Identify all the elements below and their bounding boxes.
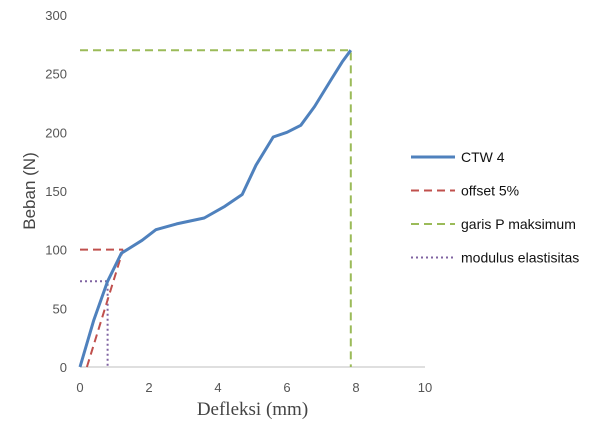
x-tick-label: 10 [418, 380, 432, 395]
y-tick-label: 250 [45, 67, 67, 82]
x-tick-label: 4 [214, 380, 221, 395]
legend-label-0: CTW 4 [461, 149, 505, 165]
y-tick-label: 100 [45, 243, 67, 258]
series-line-2 [80, 49, 352, 367]
series-layer [78, 49, 353, 368]
legend-label-3: modulus elastisitas [461, 250, 579, 266]
y-tick-label: 200 [45, 125, 67, 140]
legend-label-1: offset 5% [461, 183, 519, 199]
x-tick-label: 0 [76, 380, 83, 395]
y-tick-label: 300 [45, 8, 67, 23]
y-tick-label: 150 [45, 184, 67, 199]
y-tick-label: 0 [60, 360, 67, 375]
x-tick-label: 6 [283, 380, 290, 395]
legend: CTW 4 offset 5% garis P maksimum modulus el… [411, 149, 579, 266]
x-tick-label: 2 [145, 380, 152, 395]
series-line-1 [85, 249, 125, 368]
y-tick-label: 50 [53, 301, 67, 316]
series-line-0 [78, 49, 353, 368]
x-axis-label: Defleksi (mm) [197, 399, 308, 420]
legend-label-2: garis P maksimum [461, 216, 576, 232]
x-tick-label: 8 [352, 380, 359, 395]
y-axis-label: Beban (N) [20, 152, 39, 229]
